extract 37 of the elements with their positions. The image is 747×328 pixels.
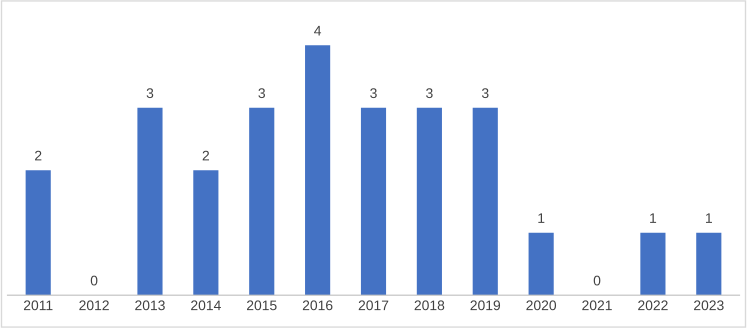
bar: [640, 232, 666, 296]
x-tick-label: 2023: [694, 300, 724, 310]
x-tick-label: 2018: [414, 300, 444, 310]
data-label: 3: [258, 88, 265, 98]
data-label: 1: [538, 213, 544, 223]
bar: [416, 108, 442, 296]
bar: [360, 108, 386, 296]
data-label: 4: [314, 26, 322, 36]
data-label: 3: [482, 88, 489, 98]
bar: [137, 108, 163, 296]
bar: [193, 170, 218, 296]
data-label: 0: [90, 276, 98, 286]
x-tick-label: 2017: [358, 300, 388, 310]
x-tick-label: 2021: [582, 300, 612, 310]
data-label: 1: [650, 213, 656, 223]
data-label: 3: [426, 88, 433, 98]
bar: [305, 45, 330, 296]
data-label: 0: [594, 276, 600, 286]
bar: [528, 232, 554, 296]
x-tick-label: 2019: [470, 300, 500, 310]
data-label: 2: [35, 150, 42, 160]
x-tick-label: 2013: [135, 300, 165, 310]
bar: [26, 170, 51, 296]
x-tick-label: 2016: [302, 300, 332, 310]
bar: [696, 232, 722, 296]
x-tick-label: 2020: [526, 300, 556, 310]
data-label: 2: [202, 150, 210, 160]
bar: [472, 108, 498, 296]
x-tick-label: 2014: [191, 300, 221, 310]
x-tick-label: 2022: [638, 300, 668, 310]
data-label: 3: [370, 88, 377, 98]
data-label: 3: [146, 88, 154, 98]
x-tick-label: 2015: [246, 300, 277, 310]
x-tick-label: 2012: [79, 300, 109, 310]
bar: [249, 108, 274, 296]
x-tick-label: 2011: [24, 300, 52, 310]
data-label: 1: [706, 213, 712, 223]
